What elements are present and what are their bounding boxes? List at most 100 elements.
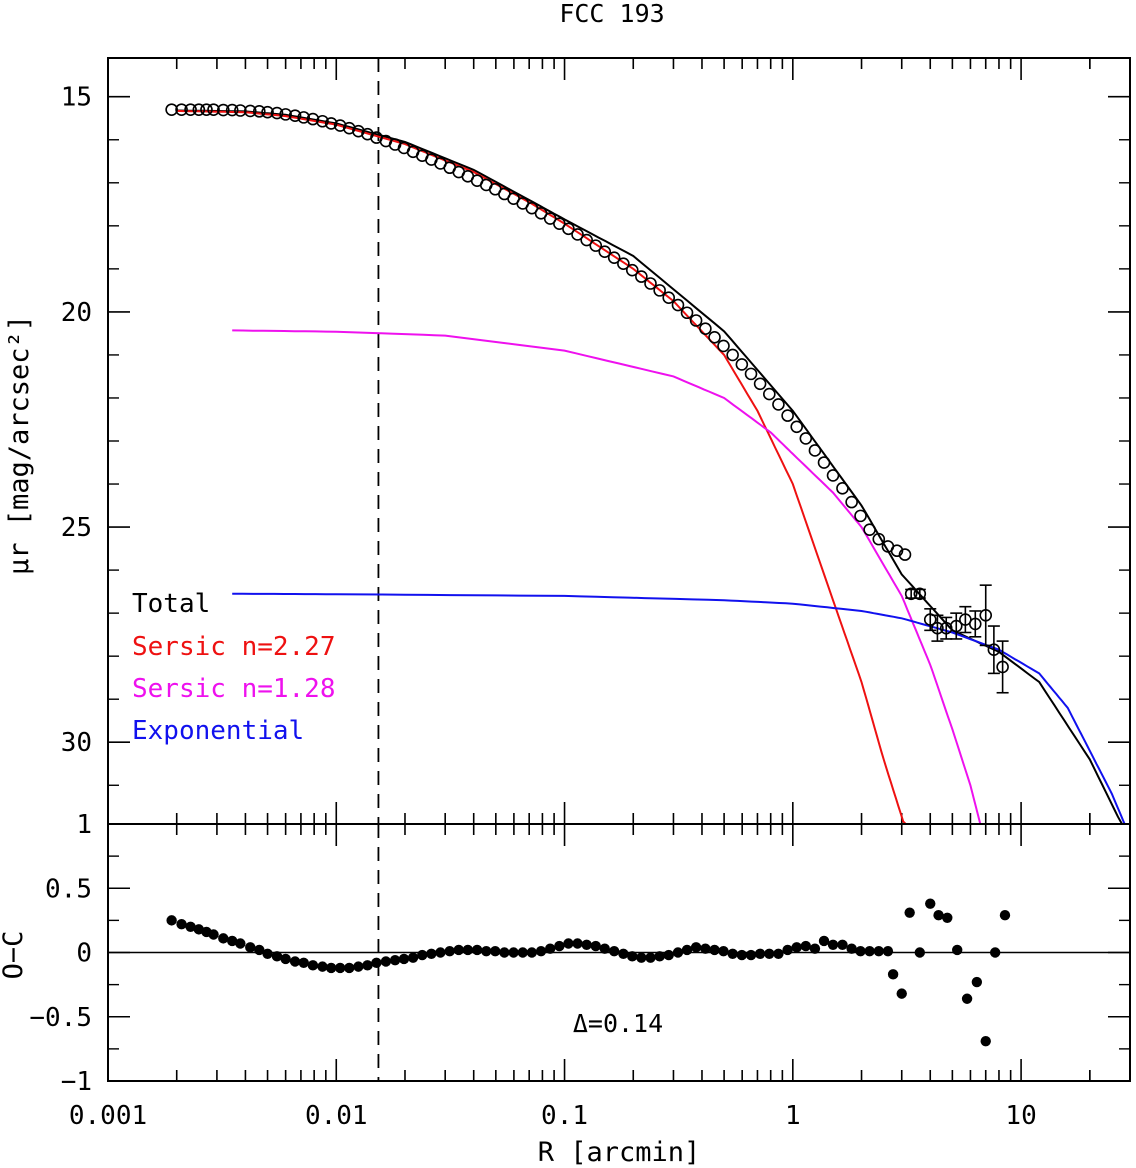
residual-point — [925, 898, 936, 909]
data-point — [898, 548, 912, 561]
data-point — [890, 544, 904, 558]
data-point — [534, 207, 548, 220]
main-y-axis-label: μr [mag/arcsec²] — [4, 315, 35, 575]
data-point — [772, 398, 785, 411]
data-point-with-error — [904, 587, 918, 601]
data-point — [279, 108, 292, 121]
residual-point — [235, 938, 246, 949]
data-point — [243, 104, 257, 118]
residual-point — [827, 939, 839, 950]
residual-point — [371, 957, 382, 968]
rms-annotation: Δ=0.14 — [573, 1009, 663, 1038]
residual-point — [176, 919, 187, 930]
residual-point — [280, 953, 291, 965]
residual-point — [262, 948, 273, 959]
data-point — [872, 532, 886, 546]
residual-point — [791, 942, 802, 953]
residual-point — [218, 933, 229, 944]
data-point — [735, 358, 749, 371]
data-point — [184, 103, 197, 116]
data-point — [726, 348, 739, 362]
data-point — [571, 228, 584, 241]
residual-point — [544, 943, 556, 954]
data-point-with-error — [979, 608, 993, 622]
data-point — [817, 456, 831, 469]
data-point — [217, 103, 230, 117]
data-point — [699, 322, 712, 335]
residual-point — [289, 956, 301, 967]
residual-point — [453, 944, 464, 956]
data-point — [333, 119, 347, 132]
residual-point — [837, 939, 848, 950]
residual-point — [782, 944, 793, 956]
residual-axis-ticks: 0.001 0.01 0.1 1 10 −1 −0.5 0 0.5 1 — [29, 810, 1131, 1131]
data-point-with-error — [913, 587, 927, 601]
residual-point — [307, 960, 319, 971]
residual-point — [317, 961, 328, 972]
residual-point — [914, 947, 926, 958]
residual-point — [636, 952, 647, 963]
data-point — [625, 263, 639, 277]
residual-point — [435, 947, 446, 958]
residual-point — [208, 929, 219, 940]
residual-point — [166, 915, 177, 926]
model-curves — [176, 109, 1130, 825]
data-point — [799, 432, 813, 445]
x-tick-label: 1 — [785, 1101, 801, 1131]
y-tick-label-main: 25 — [61, 513, 92, 543]
residual-point — [933, 910, 944, 921]
data-point — [192, 103, 206, 116]
legend-sersic-2-27: Sersic n=2.27 — [132, 632, 336, 662]
data-point — [352, 124, 365, 138]
residual-point — [407, 952, 419, 963]
residual-point — [563, 938, 574, 949]
residual-point — [999, 910, 1011, 921]
residual-point — [764, 948, 775, 959]
residual-point — [581, 939, 592, 950]
residual-point — [745, 949, 757, 961]
residual-y-axis-label: O−C — [0, 931, 29, 980]
data-point — [680, 306, 694, 320]
data-point — [543, 212, 557, 225]
residual-point — [971, 976, 983, 988]
x-axis-label: R [arcmin] — [538, 1137, 701, 1168]
data-point — [297, 111, 311, 124]
data-point-with-error — [931, 621, 944, 635]
residual-point — [535, 946, 547, 957]
residual-point — [185, 921, 196, 932]
x-tick-label: 0.01 — [305, 1101, 368, 1131]
residual-point — [599, 943, 610, 954]
data-point — [653, 284, 666, 297]
residual-point — [490, 946, 501, 957]
residual-point — [942, 912, 953, 924]
residual-point — [672, 947, 684, 958]
residual-point — [873, 946, 884, 957]
data-point — [808, 444, 822, 457]
y-tick-label-residual: 1 — [76, 810, 92, 840]
data-point — [207, 103, 220, 116]
residual-point — [554, 940, 565, 952]
residual-point — [572, 938, 583, 949]
residual-point — [481, 946, 492, 957]
data-point — [316, 114, 329, 128]
residual-point — [904, 907, 915, 918]
x-tick-label: 10 — [1005, 1101, 1036, 1131]
residual-point — [590, 940, 601, 952]
residual-point — [298, 957, 309, 968]
data-point — [826, 469, 840, 482]
y-tick-label-residual: 0 — [76, 939, 92, 969]
residual-point — [645, 952, 656, 963]
residual-panel: 0.001 0.01 0.1 1 10 −1 −0.5 0 0.5 1 Δ=0.14 O−C R … — [0, 810, 1131, 1168]
data-point — [306, 112, 320, 126]
observed-points — [165, 103, 1009, 694]
legend-exponential: Exponential — [132, 716, 304, 746]
data-point — [175, 103, 188, 116]
residual-point — [896, 988, 907, 999]
residual-point — [325, 962, 337, 974]
residual-point — [718, 946, 729, 957]
data-point — [635, 270, 648, 283]
data-point — [324, 117, 338, 130]
residual-point — [254, 944, 265, 956]
exponential-curve — [232, 592, 1130, 825]
residual-point — [226, 935, 238, 947]
